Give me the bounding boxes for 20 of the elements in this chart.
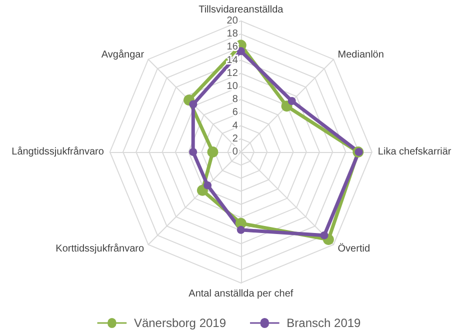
y-tick-label: 2	[232, 133, 238, 144]
y-tick-label: 8	[232, 94, 238, 106]
y-tick-label: 20	[226, 15, 238, 26]
y-tick-label: 6	[232, 107, 238, 118]
legend-label: Vänersborg 2019	[134, 316, 226, 330]
y-tick-label: 4	[232, 120, 238, 132]
spoke-label: Övertid	[338, 242, 370, 254]
legend-label: Bransch 2019	[286, 316, 362, 330]
spoke-label: Antal anställda per chef	[188, 288, 294, 300]
spoke-label: Tillsvidareanställda	[198, 4, 284, 16]
spoke-label: Lika chefskarriär	[378, 146, 452, 158]
y-tick-label: 10	[226, 80, 238, 92]
y-tick-label: 18	[226, 28, 238, 40]
spoke-label: Långtidssjukfrånvaro	[12, 145, 104, 158]
spoke-label: Korttidssjukfrånvaro	[56, 242, 144, 254]
y-tick-label: 14	[226, 54, 238, 66]
spoke-label: Medianlön	[338, 50, 384, 61]
y-tick-label: 0	[232, 146, 238, 158]
spoke-label: Avgångar	[101, 48, 145, 61]
y-tick-label: 12	[226, 68, 238, 79]
